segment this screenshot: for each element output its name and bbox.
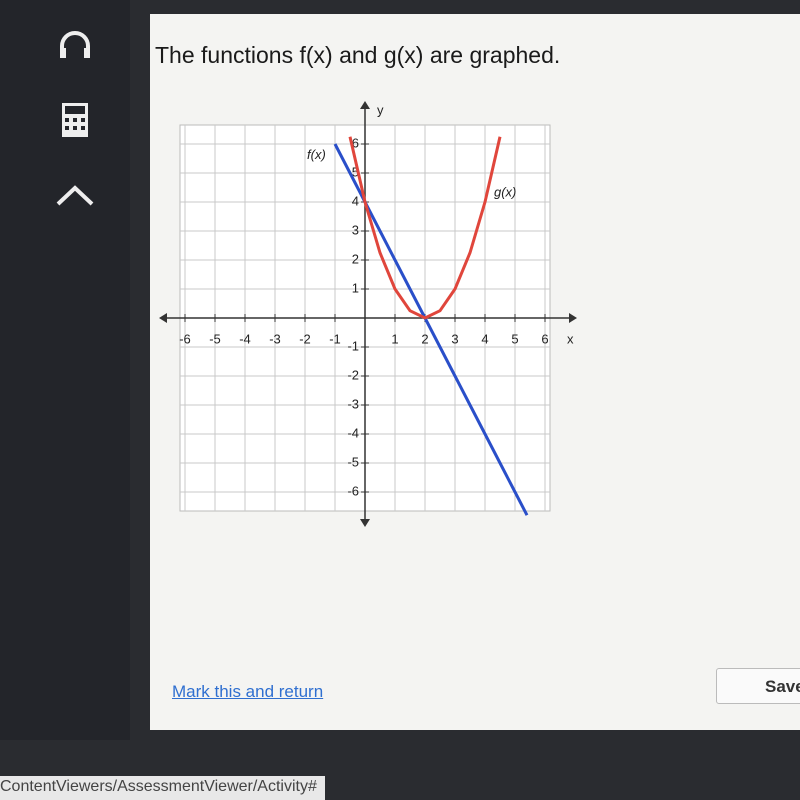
question-text: The functions f(x) and g(x) are graphed.	[155, 42, 561, 68]
save-button[interactable]: Save	[716, 668, 800, 704]
function-label: f(x)	[307, 147, 326, 162]
collapse-icon[interactable]	[50, 170, 100, 220]
x-tick-label: -3	[269, 331, 281, 346]
headphones-icon[interactable]	[50, 20, 100, 70]
x-tick-label: 6	[541, 331, 548, 346]
x-tick-label: -6	[179, 331, 191, 346]
y-tick-label: -4	[347, 425, 359, 440]
y-tick-label: 5	[352, 164, 359, 179]
y-tick-label: -5	[347, 454, 359, 469]
y-tick-label: -6	[347, 483, 359, 498]
mark-link[interactable]: Mark this and return	[172, 682, 324, 701]
x-tick-label: 2	[421, 331, 428, 346]
url-bar: ContentViewers/AssessmentViewer/Activity…	[0, 776, 325, 800]
function-curve	[348, 136, 502, 320]
x-tick-label: 5	[511, 331, 518, 346]
y-tick-label: 4	[352, 193, 359, 208]
y-tick-label: 1	[352, 280, 359, 295]
y-tick-label: -2	[347, 367, 359, 382]
x-tick-label: -5	[209, 331, 221, 346]
y-tick-label: 6	[352, 135, 359, 150]
y-tick-label: -3	[347, 396, 359, 411]
function-label: g(x)	[494, 185, 516, 200]
x-tick-label: -2	[299, 331, 311, 346]
y-tick-label: 2	[352, 251, 359, 266]
x-tick-label: -1	[329, 331, 341, 346]
sidebar	[0, 0, 130, 740]
x-axis-label: x	[567, 331, 574, 346]
y-tick-label: 3	[352, 222, 359, 237]
x-tick-label: 4	[481, 331, 488, 346]
calculator-icon[interactable]	[50, 95, 100, 145]
x-tick-label: 3	[451, 331, 458, 346]
y-axis-label: y	[377, 102, 384, 117]
x-tick-label: -4	[239, 331, 251, 346]
x-tick-label: 1	[391, 331, 398, 346]
y-tick-label: -1	[347, 338, 359, 353]
